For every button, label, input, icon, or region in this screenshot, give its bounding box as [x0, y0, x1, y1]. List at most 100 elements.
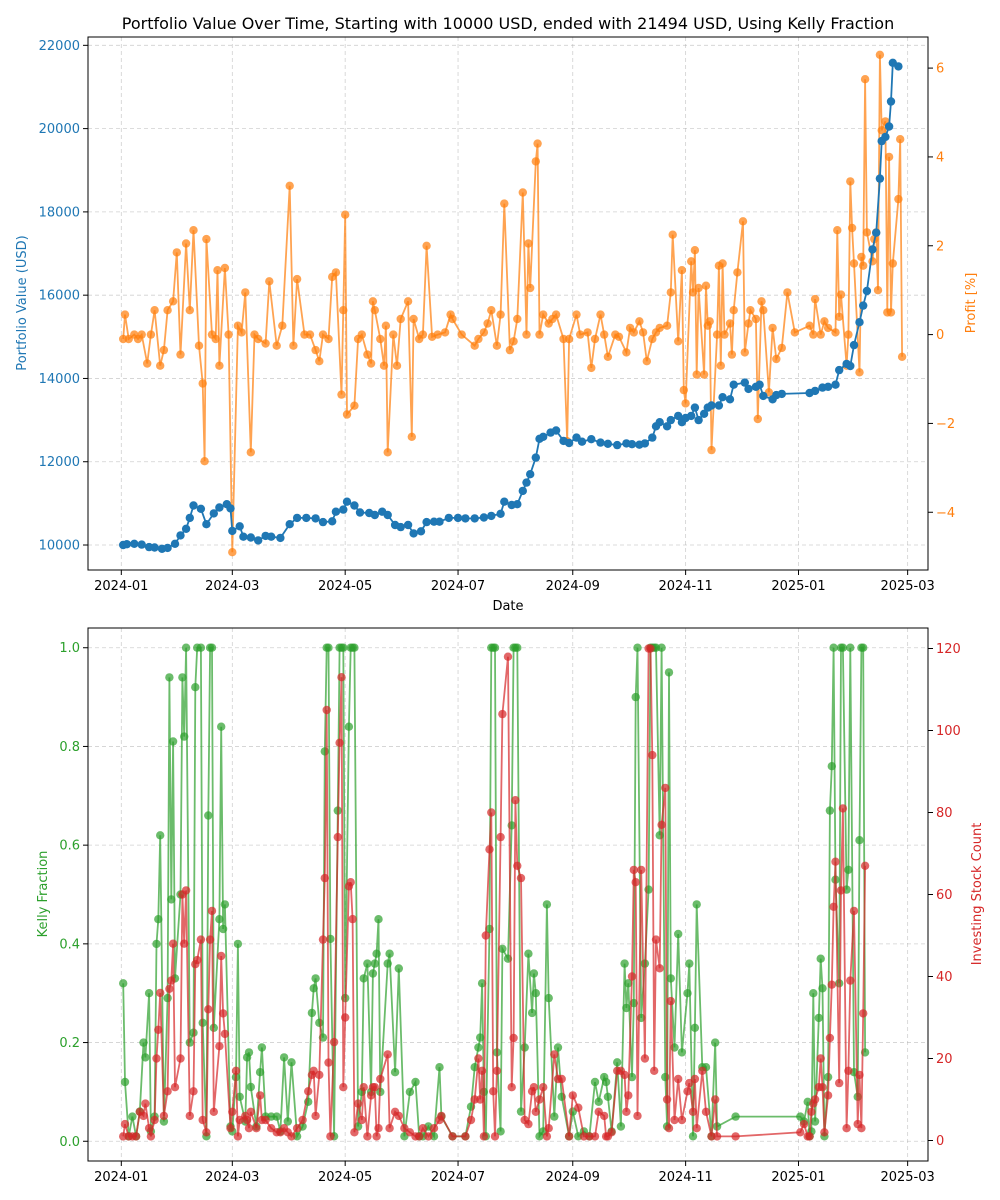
profit-point — [357, 330, 366, 339]
profit-point — [289, 341, 298, 350]
x-tick-label: 2024-09 — [546, 1170, 600, 1185]
portfolio-value-point — [355, 508, 365, 517]
kelly-fraction-point — [496, 1127, 505, 1136]
kelly-fraction-point — [818, 984, 827, 993]
x-tick-label: 2025-03 — [880, 1170, 934, 1185]
profit-point — [440, 328, 450, 337]
kelly-fraction-point — [144, 989, 154, 998]
portfolio-value-point — [226, 504, 235, 513]
profit-point — [888, 259, 897, 268]
investing-stock-count-point — [329, 1037, 339, 1047]
profit-point — [339, 306, 348, 315]
investing-stock-count-point — [490, 1132, 500, 1141]
portfolio-value-point — [666, 415, 675, 425]
investing-stock-count-point — [835, 1078, 844, 1088]
portfolio-value-point — [150, 543, 159, 552]
profit-point — [535, 330, 544, 339]
kelly-fraction-point — [601, 1077, 611, 1087]
kelly-fraction-point — [165, 673, 174, 682]
kelly-fraction-point — [215, 915, 224, 924]
portfolio-value-point — [396, 522, 405, 532]
left-y-tick-label: 10000 — [39, 539, 80, 554]
kelly-fraction-point — [476, 1033, 485, 1042]
profit-point — [699, 370, 709, 379]
investing-stock-count-point — [209, 1107, 218, 1117]
x-tick-label: 2024-09 — [546, 579, 600, 594]
kelly-fraction-point — [128, 1112, 137, 1121]
profit-point — [194, 341, 204, 350]
profit-point — [539, 310, 548, 319]
right-y-tick-label: 120 — [936, 642, 961, 657]
profit-point — [725, 319, 735, 328]
profit-point — [381, 321, 391, 330]
profit-point — [772, 354, 781, 364]
profit-point — [522, 330, 531, 339]
investing-stock-count-point — [807, 1107, 816, 1117]
right-y-tick-label: 2 — [936, 239, 944, 254]
profit-point — [524, 239, 533, 248]
left-y-tick-label: 0.8 — [59, 740, 80, 755]
profit-point — [189, 226, 198, 235]
kelly-fraction-point — [279, 1053, 289, 1062]
kelly-fraction-point — [167, 895, 176, 904]
investing-stock-count-point — [557, 1074, 566, 1084]
portfolio-value-point — [130, 539, 139, 548]
right-y-tick-label: 40 — [936, 970, 953, 985]
portfolio-value-point — [872, 228, 881, 237]
investing-stock-count-point — [539, 1083, 548, 1092]
portfolio-value-point — [470, 514, 479, 523]
kelly-fraction-point — [477, 979, 487, 988]
kelly-fraction-point — [685, 959, 694, 968]
kelly-fraction-point — [405, 1087, 415, 1097]
kelly-fraction-point — [390, 1068, 400, 1077]
investing-stock-count-point — [359, 1083, 368, 1092]
profit-point — [712, 330, 722, 339]
investing-stock-count-point — [215, 1042, 224, 1051]
profit-point — [694, 283, 703, 293]
investing-stock-count-point — [385, 1124, 394, 1133]
investing-stock-count-point — [333, 832, 342, 842]
portfolio-value-point — [707, 401, 716, 410]
investing-stock-count-point — [466, 1115, 476, 1125]
right-y-tick-label: 20 — [936, 1052, 953, 1067]
kelly-fraction-point — [855, 836, 864, 845]
profit-point — [137, 330, 146, 339]
profit-point — [228, 548, 237, 557]
investing-stock-count-point — [415, 1132, 424, 1141]
portfolio-value-point — [328, 517, 337, 526]
profit-point — [350, 401, 359, 410]
profit-point — [474, 334, 483, 344]
profit-point — [583, 328, 592, 337]
kelly-fraction-point — [655, 831, 664, 840]
investing-stock-count-point — [226, 1124, 235, 1133]
investing-stock-count-point — [827, 980, 836, 989]
kelly-fraction-point — [120, 1077, 130, 1087]
profit-point — [746, 306, 755, 315]
profit-point — [237, 328, 246, 337]
kelly-fraction-point — [185, 1038, 194, 1047]
profit-point — [835, 312, 844, 321]
profit-point — [181, 239, 191, 248]
kelly-fraction-point — [163, 993, 172, 1003]
profit-point — [768, 323, 777, 333]
investing-stock-count-point — [481, 931, 490, 940]
portfolio-value-point — [744, 384, 753, 394]
kelly-fraction-point — [498, 944, 507, 953]
portfolio-value-point — [875, 174, 885, 183]
portfolio-value-point — [122, 540, 132, 549]
portfolio-value-point — [777, 389, 786, 399]
portfolio-value-point — [239, 532, 248, 541]
portfolio-value-point — [613, 440, 622, 450]
profit-point — [311, 345, 320, 355]
investing-stock-count-point — [859, 1009, 868, 1018]
investing-stock-count-point — [474, 1054, 483, 1063]
investing-stock-count-point — [335, 738, 344, 747]
kelly-fraction-point — [368, 969, 378, 978]
x-tick-label: 2024-05 — [318, 1170, 372, 1185]
profit-point — [342, 410, 352, 419]
profit-point — [860, 75, 870, 84]
profit-point — [487, 306, 496, 315]
portfolio-value-point — [422, 517, 431, 527]
portfolio-value-point — [215, 503, 224, 512]
investing-stock-count-point — [370, 1083, 379, 1092]
